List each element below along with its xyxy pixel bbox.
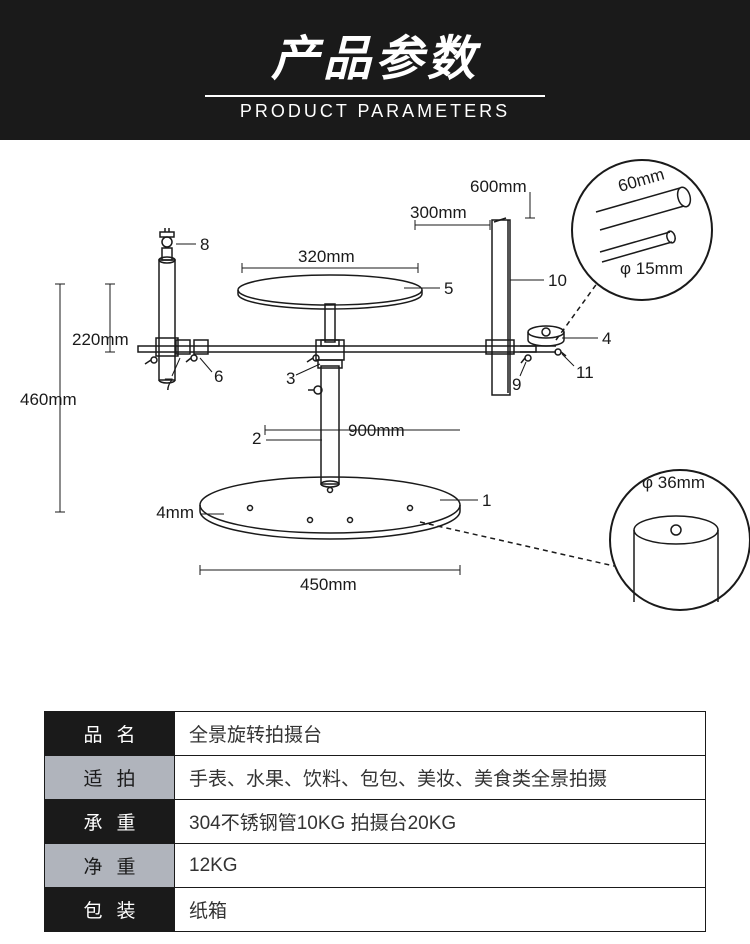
spec-key: 承重 [45,800,175,844]
spec-val: 纸箱 [175,888,706,932]
table-row: 承重304不锈钢管10KG 拍摄台20KG [45,800,706,844]
part-5: 5 [444,279,453,298]
table-row: 净重12KG [45,844,706,888]
part-10: 10 [548,271,567,290]
dim-60: 60mm [616,165,667,196]
spec-key: 适拍 [45,756,175,800]
table-row: 适拍手表、水果、饮料、包包、美妆、美食类全景拍摄 [45,756,706,800]
part-4: 4 [602,329,611,348]
table-row: 品名全景旋转拍摄台 [45,712,706,756]
table-row: 包装纸箱 [45,888,706,932]
part-6: 6 [214,367,223,386]
dim-phi36: φ 36mm [642,473,705,492]
part-9: 9 [512,375,521,394]
part-3: 3 [286,369,295,388]
dim-900: 900mm [348,421,405,440]
dim-220: 220mm [72,330,129,349]
spec-key: 净重 [45,844,175,888]
part-2: 2 [252,429,261,448]
part-1: 1 [482,491,491,510]
dim-300: 300mm [410,203,467,222]
dim-460: 460mm [20,390,77,409]
part-7: 7 [164,375,173,394]
spec-key: 包装 [45,888,175,932]
dim-phi15: φ 15mm [620,259,683,278]
dim-450: 450mm [300,575,357,594]
spec-val: 全景旋转拍摄台 [175,712,706,756]
dim-4: 4mm [156,503,194,522]
dim-600: 600mm [470,177,527,196]
header-banner: 产品参数 PRODUCT PARAMETERS [0,0,750,140]
part-8: 8 [200,235,209,254]
spec-val: 手表、水果、饮料、包包、美妆、美食类全景拍摄 [175,756,706,800]
title-english: PRODUCT PARAMETERS [240,101,510,122]
title-chinese: 产品参数 [271,19,479,89]
spec-table: 品名全景旋转拍摄台 适拍手表、水果、饮料、包包、美妆、美食类全景拍摄 承重304… [44,711,706,932]
title-divider [205,95,545,97]
spec-val: 304不锈钢管10KG 拍摄台20KG [175,800,706,844]
dim-320: 320mm [298,247,355,266]
part-11: 11 [576,363,594,382]
spec-val: 12KG [175,844,706,888]
product-diagram: 460mm 220mm 320mm 900mm 450mm 4mm 300mm … [0,140,750,740]
spec-key: 品名 [45,712,175,756]
